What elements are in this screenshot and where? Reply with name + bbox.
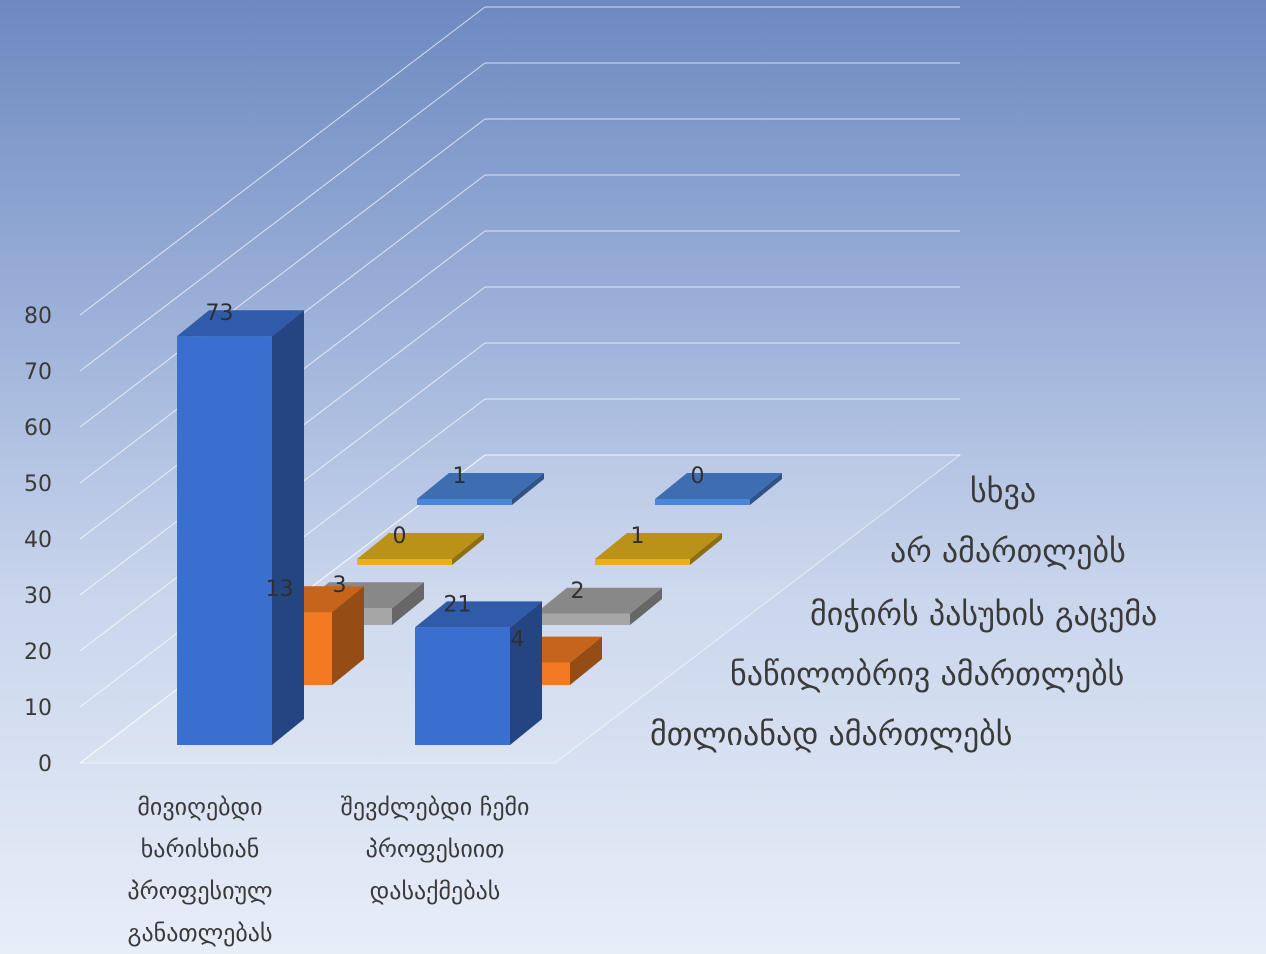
series-labels: მთლიანად ამართლებს ნაწილობრივ ამართლებს მი…	[650, 472, 1157, 753]
category-label-1-line-1: პროფესიით	[366, 835, 505, 863]
data-label-0-0: 73	[206, 301, 234, 326]
series-label-4: სხვა	[970, 472, 1036, 510]
bar-front-2-1	[535, 613, 630, 625]
bar-4-1	[655, 473, 782, 505]
series-label-1: ნაწილობრივ ამართლებს	[730, 655, 1124, 693]
gridline-side-60	[79, 118, 486, 428]
data-label-1-1: 4	[511, 628, 525, 653]
bar-4-0	[417, 473, 544, 505]
category-labels: მივიღებდი ხარისხიან პროფესიულ განათლებას შევ…	[127, 793, 529, 947]
bar-top-4-1	[655, 473, 782, 499]
bar-top-2-1	[535, 587, 662, 614]
bar-top-0-0	[177, 310, 304, 337]
bar-front-4-1	[655, 499, 750, 505]
bar-side-3-1	[690, 533, 722, 565]
y-tick-label-30: 30	[24, 584, 52, 609]
data-label-3-0: 0	[393, 524, 407, 549]
y-tick-label-70: 70	[24, 360, 52, 385]
series-label-2: მიჭირს პასუხის გაცემა	[810, 595, 1157, 633]
category-label-1-line-0: შევძლებდი ჩემი	[341, 793, 530, 821]
bar-top-3-1	[595, 533, 722, 559]
bar-side-0-0	[272, 310, 304, 745]
bar-side-4-1	[750, 473, 782, 505]
category-label-0-line-3: განათლებას	[128, 919, 273, 947]
gridline-side-70	[79, 62, 486, 372]
category-label-1-line-2: დასაქმებას	[370, 877, 501, 905]
y-axis-ticks: 0 10 20 30 40 50 60 70 80	[24, 304, 52, 777]
y-tick-label-0: 0	[38, 752, 52, 777]
bar-front-3-0	[357, 559, 452, 565]
bar-side-1-1	[570, 636, 602, 685]
bar-top-4-0	[417, 473, 544, 499]
y-tick-label-60: 60	[24, 416, 52, 441]
category-label-0: მივიღებდი ხარისხიან პროფესიულ განათლებას	[127, 793, 272, 947]
bar-2-1	[535, 587, 662, 625]
bar-3-0	[357, 533, 484, 565]
bar-front-4-0	[417, 499, 512, 505]
series-label-3: არ ამართლებს	[890, 532, 1126, 570]
bar-side-2-1	[630, 587, 662, 625]
bar-3-1	[595, 533, 722, 565]
data-label-0-1: 21	[444, 592, 472, 617]
bar-top-3-0	[357, 533, 484, 559]
gridline-side-80	[79, 6, 486, 316]
bars	[177, 310, 782, 745]
data-label-4-1: 0	[691, 464, 705, 489]
category-label-0-line-1: ხარისხიან	[141, 835, 259, 863]
data-label-4-0: 1	[453, 464, 467, 489]
y-tick-label-40: 40	[24, 528, 52, 553]
bar-side-2-0	[392, 582, 424, 625]
bar-0-0	[177, 310, 304, 745]
category-label-0-line-2: პროფესიულ	[127, 877, 272, 905]
bar-side-3-0	[452, 533, 484, 565]
bar-side-0-1	[510, 601, 542, 745]
bar-side-1-0	[332, 586, 364, 685]
category-label-0-line-0: მივიღებდი	[137, 793, 262, 821]
bar-front-3-1	[595, 559, 690, 565]
bar-front-0-1	[415, 627, 510, 745]
bar-0-1	[415, 601, 542, 745]
data-label-2-1: 2	[571, 579, 585, 604]
y-tick-label-20: 20	[24, 640, 52, 665]
y-tick-label-80: 80	[24, 304, 52, 329]
data-label-3-1: 1	[631, 524, 645, 549]
data-label-1-0: 13	[266, 577, 294, 602]
y-tick-label-50: 50	[24, 472, 52, 497]
bar-front-0-0	[177, 336, 272, 745]
y-tick-label-10: 10	[24, 696, 52, 721]
series-label-0: მთლიანად ამართლებს	[650, 715, 1012, 753]
category-label-1: შევძლებდი ჩემი პროფესიით დასაქმებას	[341, 793, 530, 905]
data-label-2-0: 3	[333, 573, 347, 598]
bar-side-4-0	[512, 473, 544, 505]
bar-top-0-1	[415, 601, 542, 628]
